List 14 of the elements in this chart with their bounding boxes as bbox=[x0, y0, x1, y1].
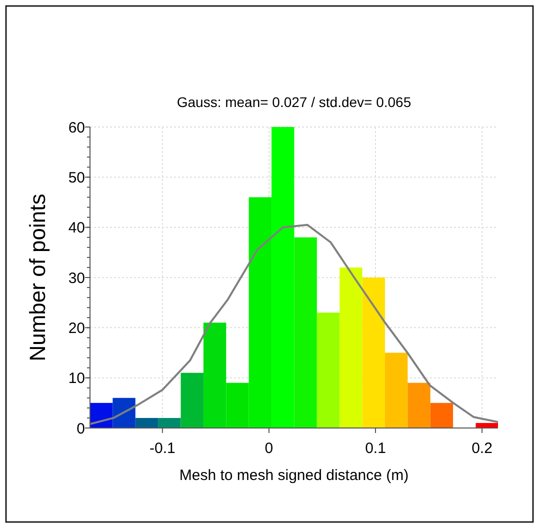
x-tick-label: -0.1 bbox=[150, 440, 176, 457]
y-tick-label: 20 bbox=[68, 320, 85, 337]
x-tick-label: 0.2 bbox=[472, 440, 492, 457]
y-tick-label: 10 bbox=[68, 370, 85, 388]
y-axis-title: Number of points bbox=[25, 194, 50, 362]
y-tick-label: 0 bbox=[76, 420, 85, 438]
y-tick-label: 60 bbox=[68, 119, 85, 136]
y-tick-label: 40 bbox=[68, 220, 85, 237]
x-axis-title: Mesh to mesh signed distance (m) bbox=[179, 467, 409, 484]
y-tick-label: 50 bbox=[68, 169, 85, 186]
x-tick-label: 0 bbox=[264, 440, 274, 457]
chart-title: Gauss: mean= 0.027 / std.dev= 0.065 bbox=[176, 94, 412, 110]
x-tick-label: 0.1 bbox=[365, 440, 386, 457]
y-tick-label: 30 bbox=[68, 270, 85, 287]
